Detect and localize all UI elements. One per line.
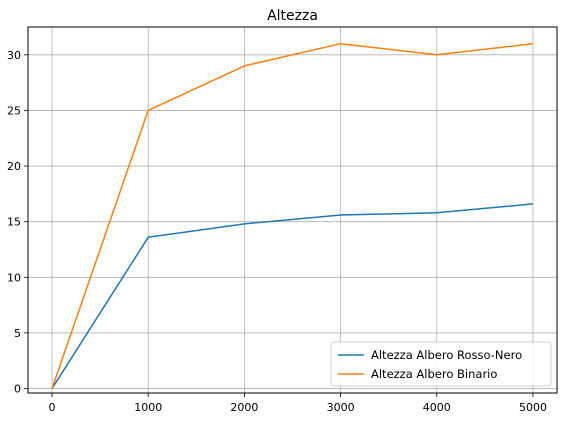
series-line-1 — [51, 203, 534, 390]
x-tick-label: 5000 — [519, 401, 547, 414]
legend-label-2: Altezza Albero Binario — [371, 367, 497, 381]
y-tick-label: 15 — [7, 216, 21, 229]
x-tick-label: 2000 — [230, 401, 258, 414]
y-tick-label: 10 — [7, 271, 21, 284]
series-lines — [51, 42, 534, 390]
y-tick-label: 30 — [7, 49, 21, 62]
x-tick-label: 0 — [49, 401, 56, 414]
chart-title: Altezza — [267, 8, 318, 24]
x-axis: 0 1000 2000 3000 4000 5000 — [49, 393, 547, 414]
legend-box — [330, 341, 552, 387]
y-tick-label: 25 — [7, 104, 21, 117]
legend-label-1: Altezza Albero Rosso-Nero — [371, 348, 522, 362]
y-axis: 0 5 10 15 20 25 30 — [7, 49, 28, 396]
y-tick-label: 20 — [7, 160, 21, 173]
y-tick-label: 0 — [14, 383, 21, 396]
x-tick-label: 4000 — [423, 401, 451, 414]
y-tick-label: 5 — [14, 327, 21, 340]
x-tick-label: 1000 — [134, 401, 162, 414]
plot-frame — [27, 26, 558, 394]
legend: Altezza Albero Rosso-Nero Altezza Albero … — [330, 341, 552, 387]
grid — [28, 27, 557, 393]
x-tick-label: 3000 — [327, 401, 355, 414]
series-line-2 — [51, 42, 534, 389]
